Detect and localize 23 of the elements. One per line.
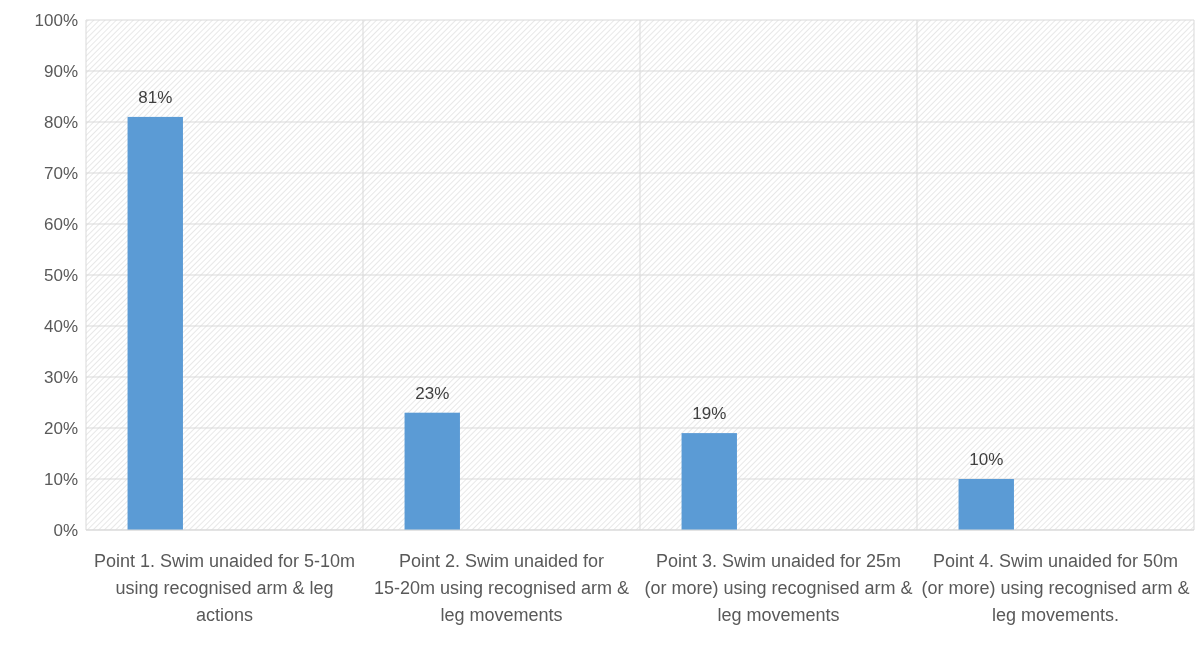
data-label: 81% (138, 87, 173, 107)
y-tick-label: 10% (43, 469, 78, 489)
x-tick-label: Point 2. Swim unaided for 15-20m using recognised arm & leg movements (373, 551, 630, 625)
y-tick-label: 0% (53, 520, 78, 540)
y-tick-label: 80% (43, 112, 78, 132)
bar (958, 479, 1014, 530)
data-label: 23% (415, 383, 450, 403)
y-tick-label: 60% (43, 214, 78, 234)
x-tick-label: Point 1. Swim unaided for 5-10m using recognised arm & leg actions (93, 551, 356, 625)
y-tick-label: 30% (43, 367, 78, 387)
y-tick-label: 20% (43, 418, 78, 438)
y-tick-label: 40% (43, 316, 78, 336)
bar (681, 433, 737, 530)
x-tick-label: Point 3. Swim unaided for 25m (or more) using recognised arm & leg movements (644, 551, 913, 625)
x-tick-label: Point 4. Swim unaided for 50m (or more) using recognised arm & leg movements. (921, 551, 1190, 625)
bar (127, 116, 183, 530)
y-tick-label: 70% (43, 163, 78, 183)
data-label: 10% (969, 450, 1004, 469)
data-label: 19% (692, 404, 727, 424)
y-tick-label: 50% (43, 265, 78, 285)
bar (404, 412, 460, 530)
y-tick-label: 90% (43, 61, 78, 81)
y-tick-label: 100% (34, 10, 78, 30)
